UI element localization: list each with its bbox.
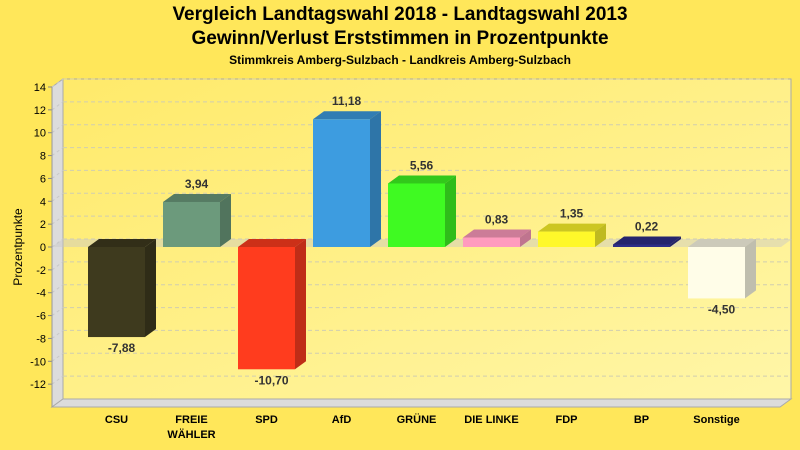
bar-top-face (88, 239, 156, 247)
bar-side-face (370, 111, 381, 247)
bar-top-face (538, 223, 606, 232)
bar-top-face (388, 175, 456, 184)
gridline-side (51, 352, 64, 362)
bar-side-face (670, 236, 681, 247)
bar-top-face (163, 193, 231, 202)
bar-spd (238, 239, 306, 370)
chart-title: Vergleich Landtagswahl 2018 - Landtagswa… (172, 4, 628, 25)
data-label: 0,22 (635, 219, 659, 233)
bar-side-face (295, 239, 306, 370)
data-label: -7,88 (108, 341, 136, 355)
bar-front-face (313, 119, 370, 247)
y-tick-label: 4 (40, 196, 46, 208)
plot-floor (50, 398, 793, 408)
y-tick-label: -10 (30, 356, 46, 368)
x-tick-label: BP (634, 414, 649, 426)
gridline-side (51, 307, 64, 316)
data-label: 1,35 (560, 207, 584, 221)
x-tick-label: CSU (105, 414, 128, 426)
bar-die-linke (463, 229, 531, 247)
y-tick-label: 12 (34, 105, 46, 117)
x-tick-label: GRÜNE (397, 413, 437, 426)
gridline-side (51, 284, 64, 294)
x-tick-label: FREIE (175, 414, 207, 426)
gridline-side (51, 238, 64, 248)
chart-subtitle: Gewinn/Verlust Erststimmen in Prozentpun… (191, 28, 609, 49)
gridline-side (51, 375, 64, 385)
bar-side-face (220, 193, 231, 247)
y-tick-label: 2 (40, 219, 46, 231)
bar-bp (613, 236, 681, 247)
y-tick-label: 14 (34, 82, 46, 94)
y-tick-label: 0 (40, 242, 46, 254)
bar-top-face (313, 111, 381, 120)
y-axis-label: Prozentpunkte (11, 208, 25, 286)
bar-front-face (163, 201, 220, 247)
gridline-side (51, 101, 64, 111)
bar-front-face (88, 247, 145, 338)
x-tick-label: Sonstige (693, 414, 739, 426)
bar-top-face (238, 239, 306, 247)
bar-side-face (145, 239, 156, 338)
bar-top-face (463, 229, 531, 238)
y-tick-label: -2 (36, 265, 46, 277)
bar-sonstige (688, 239, 756, 299)
data-label: -4,50 (708, 302, 736, 316)
bar-front-face (238, 247, 295, 370)
bar-fdp (538, 223, 606, 247)
x-tick-label: SPD (255, 414, 278, 426)
gridline-side (51, 147, 64, 156)
bar-side-face (595, 223, 606, 247)
y-tick-label: -8 (36, 333, 46, 345)
x-tick-label: FDP (556, 414, 578, 426)
gridline-side (51, 192, 64, 202)
data-label: 0,83 (485, 213, 509, 227)
bar-afd (313, 111, 381, 247)
bar-top-face (688, 239, 756, 247)
x-tick-label: AfD (332, 414, 352, 426)
bar-side-face (520, 229, 531, 247)
data-label: 5,56 (410, 158, 434, 172)
y-tick-label: 10 (34, 128, 46, 140)
gridline-side (51, 215, 64, 225)
bar-front-face (688, 247, 745, 299)
x-tick-label: WÄHLER (167, 428, 215, 441)
gridline-side (51, 124, 64, 134)
y-tick-label: -6 (36, 311, 46, 323)
bar-side-face (445, 175, 456, 247)
data-label: 11,18 (332, 94, 362, 108)
bar-side-face (745, 239, 756, 299)
bar-csu (88, 239, 156, 338)
y-tick-label: -12 (30, 379, 46, 391)
bar-front-face (463, 237, 520, 247)
y-tick-label: -4 (36, 288, 46, 300)
chart-region-subtitle: Stimmkreis Amberg-Sulzbach - Landkreis A… (229, 53, 571, 67)
bar-front-face (538, 231, 595, 247)
gridline-side (51, 261, 64, 271)
x-tick-label: DIE LINKE (464, 414, 518, 426)
gridline-side (51, 330, 64, 339)
gridline-side (51, 170, 64, 179)
bar-front-face (388, 183, 445, 247)
data-label: 3,94 (185, 177, 209, 191)
bar-freie-wähler (163, 193, 231, 247)
y-tick-label: 8 (40, 151, 46, 163)
bar-grüne (388, 175, 456, 247)
y-tick-label: 6 (40, 173, 46, 185)
bar-front-face (613, 244, 670, 247)
bar-top-face (613, 236, 681, 245)
gridline-side (51, 78, 64, 88)
data-label: -10,70 (254, 373, 288, 387)
